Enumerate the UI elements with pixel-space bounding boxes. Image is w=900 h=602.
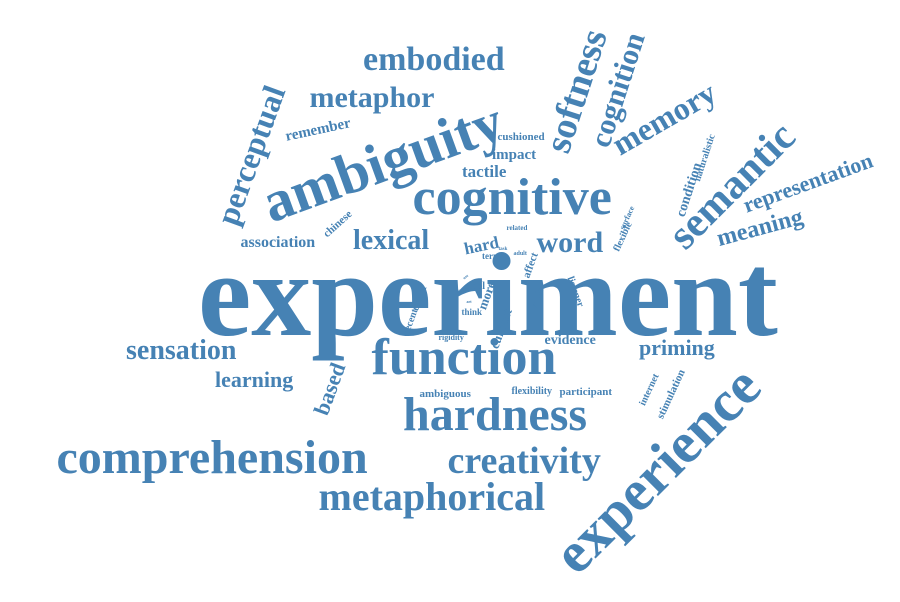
cloud-word: embodied — [363, 41, 505, 78]
cloud-word: tactile — [462, 161, 507, 181]
cloud-word: remember — [283, 114, 353, 145]
cloud-word: sensation — [126, 335, 237, 366]
cloud-word: impact — [492, 146, 537, 163]
cloud-word: hardness — [403, 388, 588, 441]
cloud-word: metaphorical — [318, 474, 546, 519]
cloud-word: participant — [559, 385, 613, 398]
cloud-word: association — [240, 234, 316, 251]
cloud-word: art — [466, 299, 472, 304]
cloud-word: flexibility — [511, 386, 553, 397]
cloud-word: experiment — [198, 228, 778, 361]
cloud-word: word — [536, 226, 604, 259]
cloud-word: lexical — [353, 225, 430, 256]
cloud-word: stool — [465, 281, 485, 292]
cloud-word: learning — [215, 367, 294, 392]
cloud-word: based — [308, 359, 351, 419]
cloud-word: ambiguous — [419, 387, 471, 400]
cloud-word: function — [371, 329, 557, 386]
cloud-word: rigidity — [438, 333, 464, 342]
cloud-word: related — [506, 223, 528, 232]
cloud-word: your — [457, 288, 467, 294]
cloud-word: creativity — [447, 440, 601, 482]
cloud-word: internet — [637, 372, 662, 408]
cloud-word: evidence — [544, 333, 596, 348]
cloud-word: priming — [639, 335, 715, 360]
cloud-word: cognitive — [412, 169, 612, 226]
cloud-word: metaphor — [309, 81, 435, 114]
cloud-word: cushioned — [497, 130, 545, 143]
cloud-word: comprehension — [56, 431, 368, 484]
cloud-word: adult — [513, 251, 527, 257]
cloud-word: term — [482, 250, 501, 261]
cloud-word: think — [461, 306, 483, 317]
cloud-word: task — [498, 246, 508, 252]
